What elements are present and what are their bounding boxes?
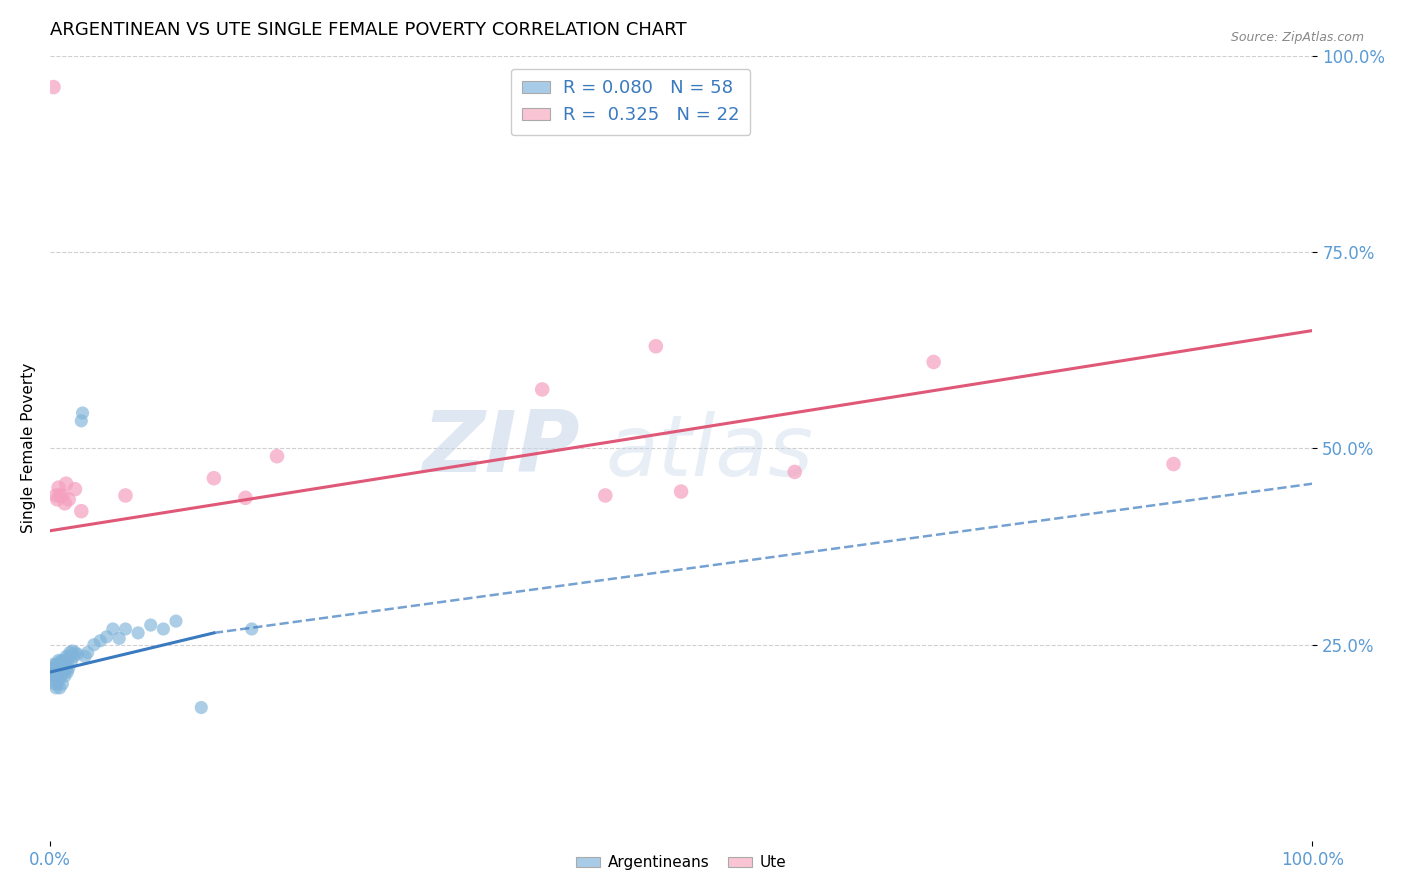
Text: Source: ZipAtlas.com: Source: ZipAtlas.com — [1230, 31, 1364, 45]
Point — [89, 633, 111, 648]
Text: ARGENTINEAN VS UTE SINGLE FEMALE POVERTY CORRELATION CHART: ARGENTINEAN VS UTE SINGLE FEMALE POVERTY… — [49, 21, 686, 39]
Point — [45, 657, 67, 672]
Point — [48, 653, 70, 667]
Point — [53, 655, 76, 669]
Point — [42, 669, 65, 683]
Point — [46, 665, 69, 680]
Point — [63, 482, 86, 496]
Point — [783, 465, 806, 479]
Point — [1163, 457, 1185, 471]
Point — [55, 649, 77, 664]
Point — [44, 665, 66, 680]
Point — [45, 669, 67, 683]
Point — [48, 673, 70, 687]
Point — [51, 677, 73, 691]
Point — [165, 614, 187, 628]
Point — [53, 669, 76, 683]
Point — [59, 646, 82, 660]
Point — [75, 649, 97, 664]
Point — [56, 653, 79, 667]
Point — [202, 471, 225, 485]
Point — [235, 491, 257, 505]
Point — [46, 677, 69, 691]
Point — [63, 646, 86, 660]
Point — [52, 665, 75, 680]
Point — [44, 677, 66, 691]
Point — [62, 644, 84, 658]
Point — [53, 496, 76, 510]
Point — [41, 665, 63, 680]
Point — [48, 663, 70, 677]
Point — [644, 339, 666, 353]
Point — [266, 449, 288, 463]
Point — [669, 484, 692, 499]
Point — [76, 646, 98, 660]
Point — [51, 653, 73, 667]
Point — [58, 649, 80, 664]
Point — [190, 700, 212, 714]
Point — [45, 663, 67, 677]
Point — [46, 492, 69, 507]
Point — [49, 681, 72, 695]
Point — [55, 663, 77, 677]
Point — [42, 657, 65, 672]
Point — [49, 488, 72, 502]
Point — [127, 626, 149, 640]
Point — [49, 669, 72, 683]
Y-axis label: Single Female Poverty: Single Female Poverty — [21, 363, 35, 533]
Point — [51, 661, 73, 675]
Point — [60, 655, 83, 669]
Text: ZIP: ZIP — [422, 407, 581, 490]
Point — [101, 622, 124, 636]
Point — [51, 488, 73, 502]
Point — [66, 647, 89, 661]
Point — [49, 665, 72, 680]
Text: atlas: atlas — [606, 411, 813, 494]
Point — [83, 638, 105, 652]
Point — [531, 383, 554, 397]
Point — [49, 657, 72, 672]
Point — [114, 622, 136, 636]
Point — [45, 681, 67, 695]
Point — [152, 622, 174, 636]
Point — [46, 659, 69, 673]
Point — [139, 618, 162, 632]
Point — [42, 673, 65, 687]
Point — [595, 488, 617, 502]
Point — [55, 476, 77, 491]
Point — [922, 355, 945, 369]
Point — [72, 406, 94, 420]
Point — [108, 632, 131, 646]
Point — [49, 655, 72, 669]
Point — [58, 492, 80, 507]
Point — [44, 661, 66, 675]
Point — [240, 622, 263, 636]
Point — [70, 504, 93, 518]
Point — [42, 80, 65, 95]
Legend: Argentineans, Ute: Argentineans, Ute — [569, 849, 793, 877]
Point — [41, 661, 63, 675]
Point — [45, 488, 67, 502]
Point — [70, 414, 93, 428]
Point — [114, 488, 136, 502]
Point — [48, 481, 70, 495]
Point — [58, 661, 80, 675]
Point — [56, 665, 79, 680]
Point — [62, 649, 84, 664]
Point — [96, 630, 118, 644]
Point — [52, 657, 75, 672]
